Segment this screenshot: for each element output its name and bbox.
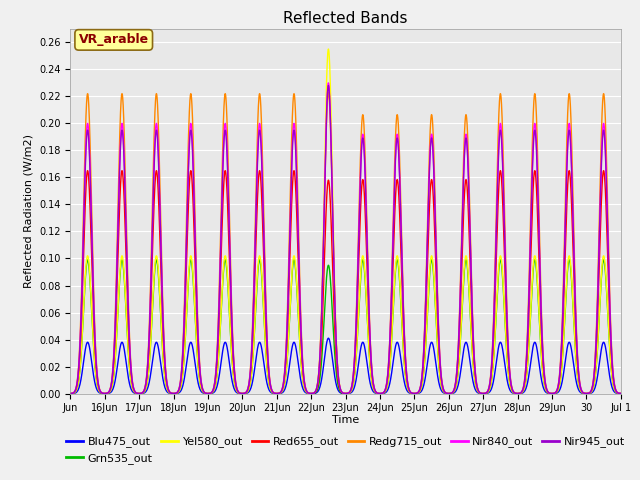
Text: VR_arable: VR_arable [79,34,148,47]
Legend: Blu475_out, Grn535_out, Yel580_out, Red655_out, Redg715_out, Nir840_out, Nir945_: Blu475_out, Grn535_out, Yel580_out, Red6… [62,432,629,468]
Y-axis label: Reflected Radiation (W/m2): Reflected Radiation (W/m2) [24,134,33,288]
X-axis label: Time: Time [332,415,359,425]
Title: Reflected Bands: Reflected Bands [284,11,408,26]
